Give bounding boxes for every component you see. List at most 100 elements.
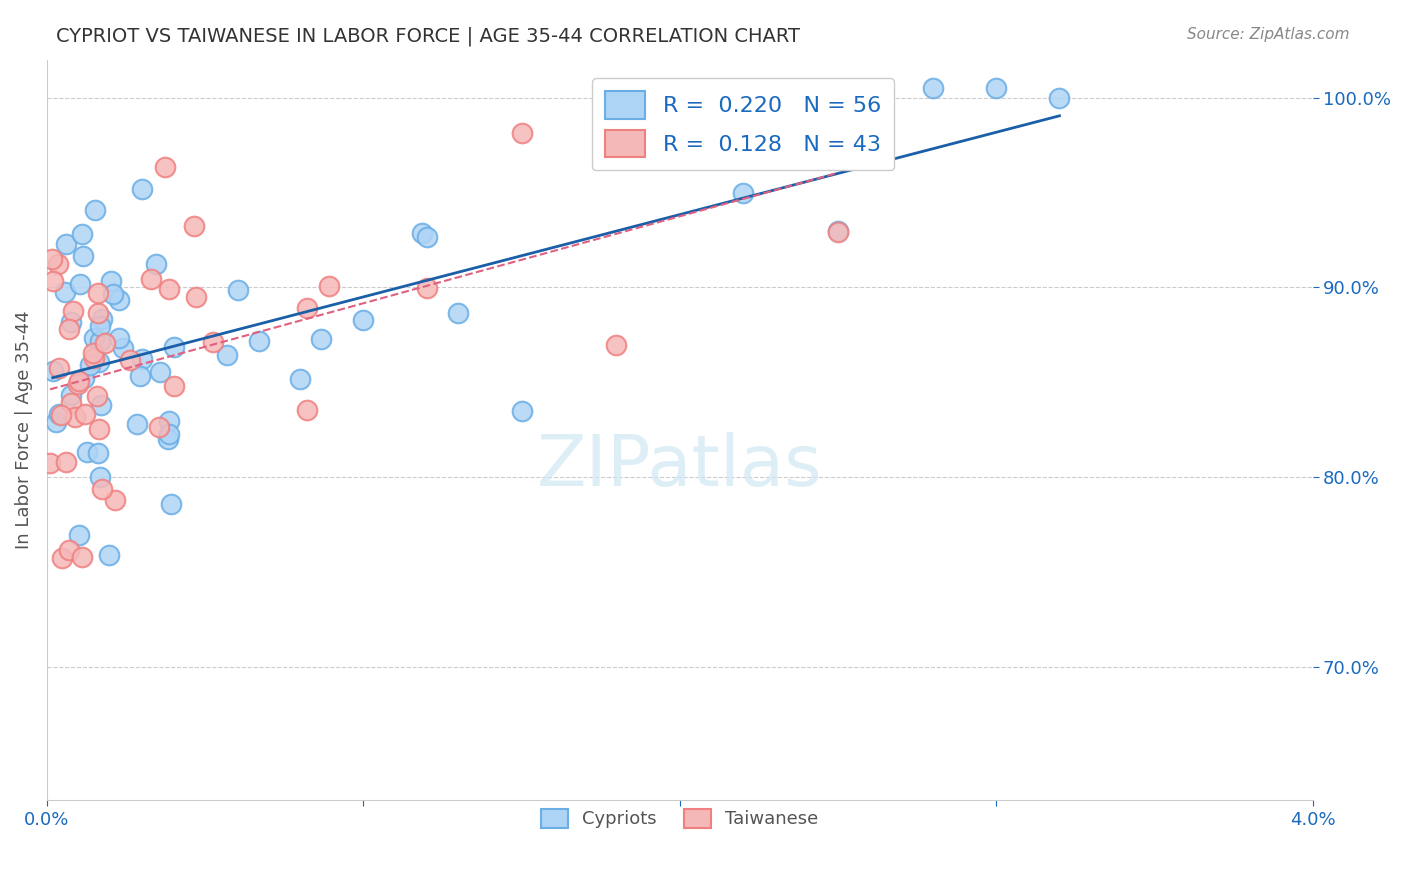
Point (145, 257, 167, 271)
Point (163, 340, 186, 354)
Point (131, 351, 153, 366)
Point (89, 318, 111, 333)
Point (202, 334, 225, 349)
Point (226, 283, 249, 297)
Point (46, 257, 69, 271)
Point (184, 290, 207, 304)
Point (98, 549, 121, 563)
Point (86, 389, 108, 403)
Point (510, 404, 533, 418)
Point (411, 226, 433, 240)
Point (295, 301, 318, 315)
Point (111, 341, 134, 355)
Point (160, 497, 183, 511)
Point (510, 126, 533, 140)
Point (118, 353, 141, 368)
Point (83, 330, 105, 344)
Point (125, 417, 148, 431)
Point (108, 331, 131, 345)
Point (76, 444, 98, 458)
Point (108, 293, 131, 307)
Point (668, 146, 690, 161)
Point (42, 274, 65, 288)
Point (45, 415, 67, 429)
Point (89, 334, 111, 348)
Point (51, 408, 73, 422)
Point (415, 230, 437, 244)
Point (67, 375, 90, 389)
Point (731, 186, 754, 200)
Point (447, 306, 470, 320)
Point (42, 364, 65, 378)
Point (63, 410, 86, 425)
Point (157, 282, 180, 296)
Point (67, 528, 90, 542)
Point (90, 483, 112, 497)
Point (921, 81, 943, 95)
Point (69, 277, 91, 292)
Point (128, 368, 150, 383)
Point (73, 370, 96, 384)
Point (83, 351, 105, 365)
Point (148, 419, 170, 434)
Point (48, 361, 70, 376)
Point (131, 182, 153, 196)
Point (87, 285, 110, 300)
Point (55, 237, 77, 252)
Y-axis label: In Labor Force | Age 35-44: In Labor Force | Age 35-44 (15, 310, 32, 549)
Point (59, 396, 82, 410)
Point (215, 348, 238, 362)
Point (156, 432, 179, 446)
Point (352, 313, 374, 327)
Point (90, 398, 112, 412)
Point (73, 407, 96, 421)
Point (66, 377, 89, 392)
Point (986, 81, 1008, 95)
Text: Source: ZipAtlas.com: Source: ZipAtlas.com (1187, 27, 1350, 42)
Point (827, 225, 849, 239)
Point (309, 332, 332, 346)
Point (39, 456, 62, 470)
Point (827, 226, 849, 240)
Point (72, 549, 94, 564)
Point (731, 152, 754, 166)
Text: CYPRIOT VS TAIWANESE IN LABOR FORCE | AGE 35-44 CORRELATION CHART: CYPRIOT VS TAIWANESE IN LABOR FORCE | AG… (56, 27, 800, 46)
Point (82, 346, 104, 360)
Text: ZIPatlas: ZIPatlas (537, 433, 823, 501)
Point (295, 402, 318, 417)
Point (51, 550, 73, 565)
Point (62, 303, 84, 318)
Point (183, 219, 205, 233)
Point (415, 281, 437, 295)
Point (58, 322, 80, 336)
Point (104, 492, 127, 507)
Point (87, 355, 110, 369)
Point (155, 161, 177, 175)
Point (139, 272, 162, 286)
Point (89, 422, 111, 436)
Point (87, 446, 110, 460)
Point (87, 306, 110, 320)
Point (84, 202, 107, 217)
Point (89, 470, 111, 484)
Point (55, 455, 77, 469)
Point (90, 311, 112, 326)
Point (94, 335, 117, 350)
Point (318, 279, 340, 293)
Point (72, 249, 94, 263)
Point (48, 407, 70, 421)
Point (247, 334, 270, 348)
Point (100, 274, 122, 288)
Point (72, 227, 94, 241)
Point (1049, 91, 1071, 105)
Point (41, 252, 63, 266)
Point (605, 338, 627, 352)
Point (157, 427, 180, 442)
Point (79, 358, 101, 372)
Point (288, 372, 311, 386)
Legend: Cypriots, Taiwanese: Cypriots, Taiwanese (533, 802, 825, 836)
Point (163, 378, 186, 392)
Point (101, 286, 124, 301)
Point (58, 543, 80, 558)
Point (60, 387, 83, 401)
